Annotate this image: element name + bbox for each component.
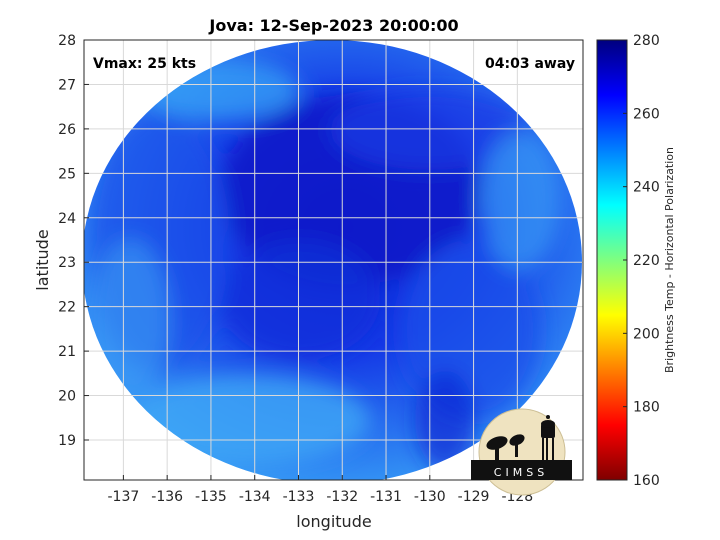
x-tick-label: -133 xyxy=(283,489,315,505)
colorbar-tick-label: 200 xyxy=(633,326,660,342)
y-tick-label: 27 xyxy=(58,77,76,93)
vmax-label: Vmax: 25 kts xyxy=(93,56,196,72)
time-away-label: 04:03 away xyxy=(485,56,575,72)
y-axis-ticks: 19 20 21 22 23 24 25 26 27 28 xyxy=(58,33,89,449)
y-tick-label: 23 xyxy=(58,255,76,271)
y-tick-label: 24 xyxy=(58,211,76,227)
x-tick-label: -137 xyxy=(108,489,140,505)
logo-text: CIMSS xyxy=(494,466,548,479)
colorbar-ticks: 160 180 200 220 240 260 280 xyxy=(623,33,660,489)
x-tick-label: -131 xyxy=(370,489,402,505)
y-tick-label: 26 xyxy=(58,122,76,138)
cimss-logo-icon: CIMSS xyxy=(471,408,572,496)
y-tick-label: 25 xyxy=(58,166,76,182)
y-tick-label: 21 xyxy=(58,344,76,360)
x-tick-label: -132 xyxy=(326,489,358,505)
y-tick-label: 22 xyxy=(58,300,76,316)
y-axis-label: latitude xyxy=(33,229,52,290)
y-tick-label: 28 xyxy=(58,33,76,49)
colorbar-label: Brightness Temp - Horizontal Polarizatio… xyxy=(663,147,676,373)
colorbar-tick-label: 160 xyxy=(633,473,660,489)
colorbar-tick-label: 260 xyxy=(633,106,660,122)
x-tick-label: -134 xyxy=(239,489,271,505)
y-tick-label: 19 xyxy=(58,433,76,449)
colorbar-tick-label: 220 xyxy=(633,253,660,269)
colorbar-tick-label: 240 xyxy=(633,180,660,196)
y-tick-label: 20 xyxy=(58,389,76,405)
plot-frame xyxy=(83,39,584,481)
colorbar-tick-label: 280 xyxy=(633,33,660,49)
x-tick-label: -136 xyxy=(151,489,183,505)
colorbar-tick-label: 180 xyxy=(633,400,660,416)
x-axis-label: longitude xyxy=(296,512,371,531)
chart-title: Jova: 12-Sep-2023 20:00:00 xyxy=(208,16,458,35)
map-grid xyxy=(84,39,583,480)
colorbar xyxy=(596,39,628,481)
x-tick-label: -135 xyxy=(195,489,227,505)
x-tick-label: -129 xyxy=(458,489,490,505)
x-axis-ticks: -137 -136 -135 -134 -133 -132 -131 -130 -129 -128 xyxy=(108,475,533,505)
x-tick-label: -130 xyxy=(414,489,446,505)
